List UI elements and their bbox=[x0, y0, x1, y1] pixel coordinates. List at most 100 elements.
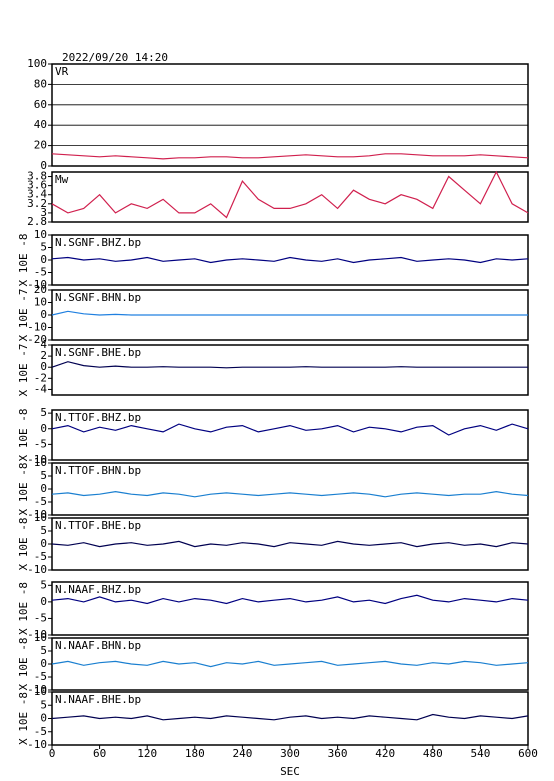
y-tick-label: 3.6 bbox=[27, 179, 47, 192]
y-tick-label: 10 bbox=[34, 511, 47, 524]
y-tick-label: 0 bbox=[40, 159, 47, 172]
y-tick-label: 0 bbox=[40, 657, 47, 670]
y-axis-label: X 10E -7 bbox=[17, 289, 30, 342]
x-tick-label: 180 bbox=[185, 747, 205, 760]
y-tick-label: 0 bbox=[40, 595, 47, 608]
y-tick-label: -10 bbox=[27, 683, 47, 696]
y-axis-label: X 10E -8 bbox=[17, 463, 30, 516]
x-tick-label: 0 bbox=[49, 747, 56, 760]
y-axis-label: X 10E -8 bbox=[17, 518, 30, 571]
y-tick-label: -10 bbox=[27, 278, 47, 291]
y-tick-label: -5 bbox=[34, 611, 47, 624]
y-tick-label: -5 bbox=[34, 266, 47, 279]
y-tick-label: 60 bbox=[34, 98, 47, 111]
series-line bbox=[51, 256, 529, 264]
panel-label: Mw bbox=[55, 173, 69, 186]
x-tick-label: 60 bbox=[93, 747, 106, 760]
y-tick-label: 10 bbox=[34, 685, 47, 698]
x-tick-label: 420 bbox=[375, 747, 395, 760]
y-tick-label: -5 bbox=[34, 495, 47, 508]
series-line bbox=[51, 660, 529, 668]
panel-label: N.TTOF.BHZ.bp bbox=[55, 411, 141, 424]
y-tick-label: 2.8 bbox=[27, 215, 47, 228]
x-tick-label: 480 bbox=[423, 747, 443, 760]
y-tick-label: -20 bbox=[27, 333, 47, 346]
panel-label: N.SGNF.BHE.bp bbox=[55, 346, 141, 359]
x-tick-label: 600 bbox=[518, 747, 538, 760]
y-tick-label: 20 bbox=[34, 139, 47, 152]
x-tick-label: 240 bbox=[232, 747, 252, 760]
series-line bbox=[51, 170, 529, 219]
y-tick-label: 80 bbox=[34, 77, 47, 90]
y-axis-label: X 10E -8 bbox=[17, 582, 30, 635]
panel-frame bbox=[51, 63, 529, 167]
y-tick-label: 3.8 bbox=[27, 170, 47, 183]
y-tick-label: -10 bbox=[27, 453, 47, 466]
y-tick-label: -5 bbox=[34, 670, 47, 683]
panel-frame bbox=[51, 344, 529, 396]
panel-label: N.NAAF.BHE.bp bbox=[55, 693, 141, 706]
y-tick-label: 0 bbox=[40, 422, 47, 435]
y-tick-label: 0 bbox=[40, 537, 47, 550]
y-tick-label: -5 bbox=[34, 725, 47, 738]
x-tick-label: 300 bbox=[280, 747, 300, 760]
y-tick-label: 3.4 bbox=[27, 188, 47, 201]
panel-label: VR bbox=[55, 65, 69, 78]
y-tick-label: -10 bbox=[27, 628, 47, 641]
series-line bbox=[51, 540, 529, 548]
y-tick-label: 10 bbox=[34, 296, 47, 309]
panel-label: N.NAAF.BHN.bp bbox=[55, 639, 141, 652]
x-tick-label: 540 bbox=[470, 747, 490, 760]
series-line bbox=[51, 490, 529, 498]
y-tick-label: 5 bbox=[40, 578, 47, 591]
panel-frame bbox=[51, 581, 529, 636]
y-tick-label: 0 bbox=[40, 482, 47, 495]
series-line bbox=[51, 594, 529, 605]
y-tick-label: -4 bbox=[34, 382, 48, 395]
panel-label: N.SGNF.BHZ.bp bbox=[55, 236, 141, 249]
y-tick-label: -10 bbox=[27, 563, 47, 576]
y-tick-label: 10 bbox=[34, 456, 47, 469]
y-tick-label: -10 bbox=[27, 508, 47, 521]
panel-label: N.TTOF.BHN.bp bbox=[55, 464, 141, 477]
series-line bbox=[51, 423, 529, 436]
panel-frame bbox=[51, 409, 529, 461]
y-tick-label: 10 bbox=[34, 631, 47, 644]
y-tick-label: 0 bbox=[40, 308, 47, 321]
y-tick-label: 4 bbox=[40, 338, 47, 351]
y-tick-label: 20 bbox=[34, 283, 47, 296]
y-tick-label: 5 bbox=[40, 241, 47, 254]
x-tick-label: 120 bbox=[137, 747, 157, 760]
y-tick-label: 0 bbox=[40, 712, 47, 725]
y-tick-label: 5 bbox=[40, 469, 47, 482]
y-tick-label: -10 bbox=[27, 738, 47, 751]
y-tick-label: -10 bbox=[27, 321, 47, 334]
y-axis-label: X 10E -8 bbox=[17, 409, 30, 462]
y-tick-label: -5 bbox=[34, 550, 47, 563]
y-axis-label: X 10E -7 bbox=[17, 344, 30, 397]
series-line bbox=[51, 153, 529, 160]
y-axis-label: X 10E -8 bbox=[17, 638, 30, 691]
y-tick-label: 2 bbox=[40, 349, 47, 362]
y-tick-label: 40 bbox=[34, 118, 47, 131]
panel-label: N.SGNF.BHN.bp bbox=[55, 291, 141, 304]
y-tick-label: 5 bbox=[40, 406, 47, 419]
y-tick-label: 100 bbox=[27, 57, 47, 70]
series-line bbox=[51, 361, 528, 369]
x-tick-label: 360 bbox=[328, 747, 348, 760]
y-axis-label: X 10E -8 bbox=[17, 234, 30, 287]
y-tick-label: 5 bbox=[40, 698, 47, 711]
y-tick-label: 5 bbox=[40, 644, 47, 657]
y-tick-label: 0 bbox=[40, 253, 47, 266]
chart-title: 2022/09/20 14:20 bbox=[62, 51, 168, 64]
x-axis-label: SEC bbox=[280, 765, 300, 778]
panel-frame bbox=[51, 171, 529, 223]
panel-label: N.TTOF.BHE.bp bbox=[55, 519, 141, 532]
y-tick-label: -2 bbox=[34, 371, 47, 384]
panel-label: N.NAAF.BHZ.bp bbox=[55, 583, 141, 596]
y-tick-label: 5 bbox=[40, 524, 47, 537]
y-tick-label: 0 bbox=[40, 360, 47, 373]
y-tick-label: 3.2 bbox=[27, 197, 47, 210]
series-line bbox=[51, 310, 528, 316]
